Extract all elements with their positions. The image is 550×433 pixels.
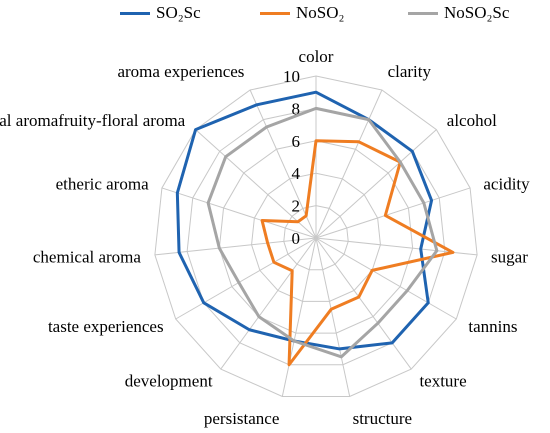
tick-label-8: 8: [292, 99, 301, 118]
legend-item-noso2: NoSO₂: [260, 2, 344, 24]
grid-ring-6: [218, 140, 414, 334]
legend-label-so2sc: SO₂Sc: [156, 3, 201, 22]
legend-label-noso2sc: NoSO₂Sc: [444, 3, 510, 22]
grid-ring-8: [186, 107, 446, 366]
spoke-chemical-aroma: [154, 237, 317, 256]
tick-label-6: 6: [292, 132, 301, 151]
category-label-tannins: tannins: [468, 317, 517, 336]
category-label-persistance: persistance: [204, 409, 280, 428]
legend-swatch-noso2: [260, 11, 290, 15]
spoke-alcohol: [315, 129, 437, 239]
spoke-floral-aromafruity-floral-aroma: [195, 129, 317, 239]
series-line-so-sc: [175, 90, 434, 351]
tick-label-0: 0: [292, 229, 301, 248]
category-label-etheric-aroma: etheric aroma: [56, 175, 149, 194]
series-line-noso-sc: [206, 106, 439, 359]
radar-grid: [154, 75, 478, 397]
category-label-clarity: clarity: [388, 62, 432, 81]
category-label-development: development: [125, 371, 213, 390]
legend-label-noso2: NoSO₂: [296, 3, 345, 22]
chart-legend: SO₂Sc NoSO₂ NoSO₂Sc: [0, 2, 550, 24]
spoke-texture: [315, 237, 412, 370]
spoke-etheric-aroma: [161, 187, 317, 239]
data-series: [175, 90, 455, 367]
series-line-noso: [260, 139, 455, 367]
category-label-aroma-experiences: aroma experiences: [117, 62, 244, 81]
spoke-taste-experiences: [175, 237, 317, 320]
category-label-structure: structure: [353, 409, 412, 428]
spoke-clarity: [315, 89, 383, 239]
category-label-taste-experiences: taste experiences: [48, 317, 164, 336]
spoke-tannins: [315, 237, 457, 320]
spoke-acidity: [315, 187, 471, 239]
spoke-persistance: [281, 237, 317, 397]
category-label-acidity: acidity: [483, 175, 530, 194]
category-label-floral-aromafruity-floral-aroma: floral aromafruity-floral aroma: [0, 111, 186, 130]
category-label-sugar: sugar: [491, 247, 528, 266]
category-label-color: color: [299, 47, 334, 66]
spoke-development: [220, 237, 317, 370]
grid-ring-10: [154, 75, 478, 397]
category-label-chemical-aroma: chemical aroma: [33, 247, 142, 266]
tick-label-4: 4: [292, 164, 301, 183]
legend-swatch-noso2sc: [408, 11, 438, 15]
tick-label-2: 2: [292, 197, 301, 216]
category-label-texture: texture: [419, 371, 466, 390]
category-label-alcohol: alcohol: [447, 111, 497, 130]
tick-label-10: 10: [283, 67, 300, 86]
spoke-structure: [315, 237, 351, 397]
legend-item-so2sc: SO₂Sc: [120, 2, 201, 24]
legend-item-noso2sc: NoSO₂Sc: [408, 2, 509, 24]
legend-swatch-so2sc: [120, 11, 150, 15]
category-labels: color clarity alcohol acidity sugar tannins te…: [0, 47, 530, 428]
grid-ring-4: [251, 172, 381, 302]
radial-axis-ticks: 0 2 4 6 8 10: [283, 67, 301, 248]
